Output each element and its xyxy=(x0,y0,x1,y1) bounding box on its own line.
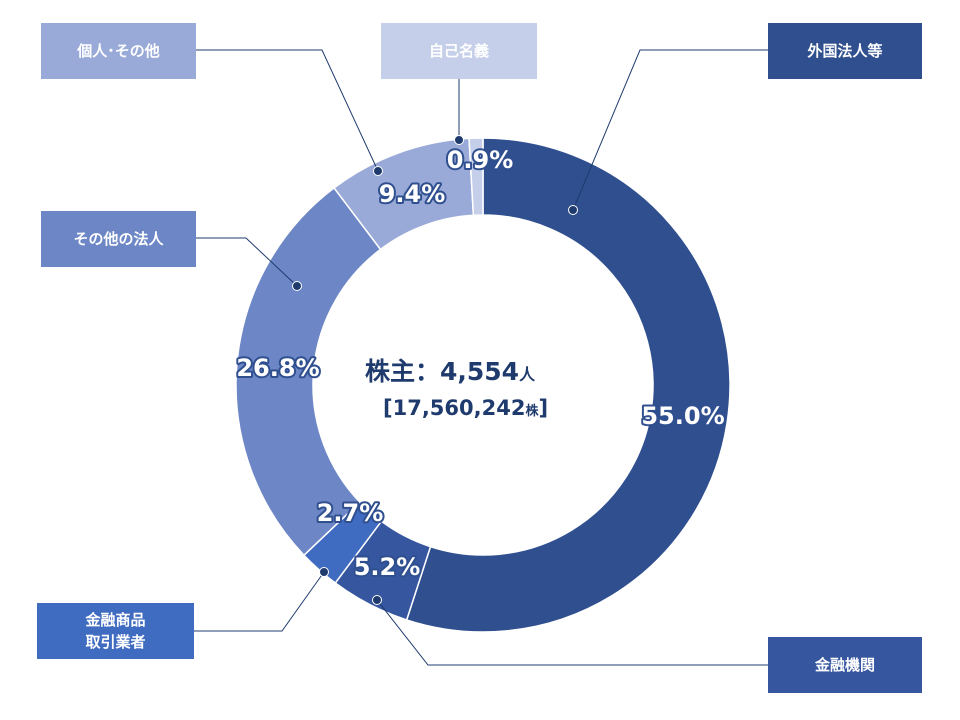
category-box-securities-firms xyxy=(37,603,194,659)
category-box-foreign xyxy=(768,23,922,79)
leader-dot-individuals xyxy=(373,166,383,176)
slice-foreign xyxy=(405,137,731,633)
category-label-financial-institutions: 金融機関 xyxy=(814,656,875,674)
percent-labels-group: 55.0% 5.2% 2.7% 26.8% 9.4%0.9% xyxy=(234,144,726,583)
leader-line-foreign xyxy=(572,49,768,211)
category-label-securities-firms-line1: 金融商品 xyxy=(84,611,145,629)
category-box-individuals xyxy=(41,23,196,79)
leader-dot-foreign xyxy=(568,205,578,215)
slice-treasury xyxy=(468,137,484,217)
category-label-securities-firms-line2: 取引業者 xyxy=(85,633,145,651)
center-shareholders-label: 株主：4,554人 xyxy=(365,357,536,386)
leader-line-securities-firms xyxy=(194,571,325,632)
percent-label-other-corporations: 26.8% xyxy=(236,354,319,382)
category-label-other-corporations: その他の法人 xyxy=(73,230,164,248)
center-shares-label: [17,560,242株] xyxy=(383,396,548,420)
leader-line-other-corporations xyxy=(196,237,298,287)
percent-label-individuals: 9.4% xyxy=(379,180,446,208)
percent-label-financial-institutions: 5.2% xyxy=(354,553,421,581)
category-box-financial-institutions xyxy=(768,637,922,693)
leader-line-individuals xyxy=(196,49,379,172)
leader-dot-financial-institutions xyxy=(372,595,382,605)
leader-lines-group xyxy=(194,49,768,666)
percent-label-securities-firms: 2.7% xyxy=(317,499,384,527)
slices-group xyxy=(235,137,731,633)
category-label-foreign: 外国法人等 xyxy=(806,42,882,60)
category-label-individuals: 個人･その他 xyxy=(76,42,160,60)
leader-dot-other-corporations xyxy=(292,281,302,291)
category-box-treasury xyxy=(381,23,537,79)
slice-other-corporations xyxy=(235,186,382,557)
percent-label-foreign: 55.0% xyxy=(641,402,724,430)
leader-line-financial-institutions xyxy=(376,599,768,666)
category-label-treasury: 自己名義 xyxy=(429,42,489,60)
leader-dot-securities-firms xyxy=(319,567,329,577)
leader-dot-treasury xyxy=(454,135,464,145)
percent-label-treasury: 0.9% xyxy=(447,146,514,174)
category-box-other-corporations xyxy=(41,211,196,267)
